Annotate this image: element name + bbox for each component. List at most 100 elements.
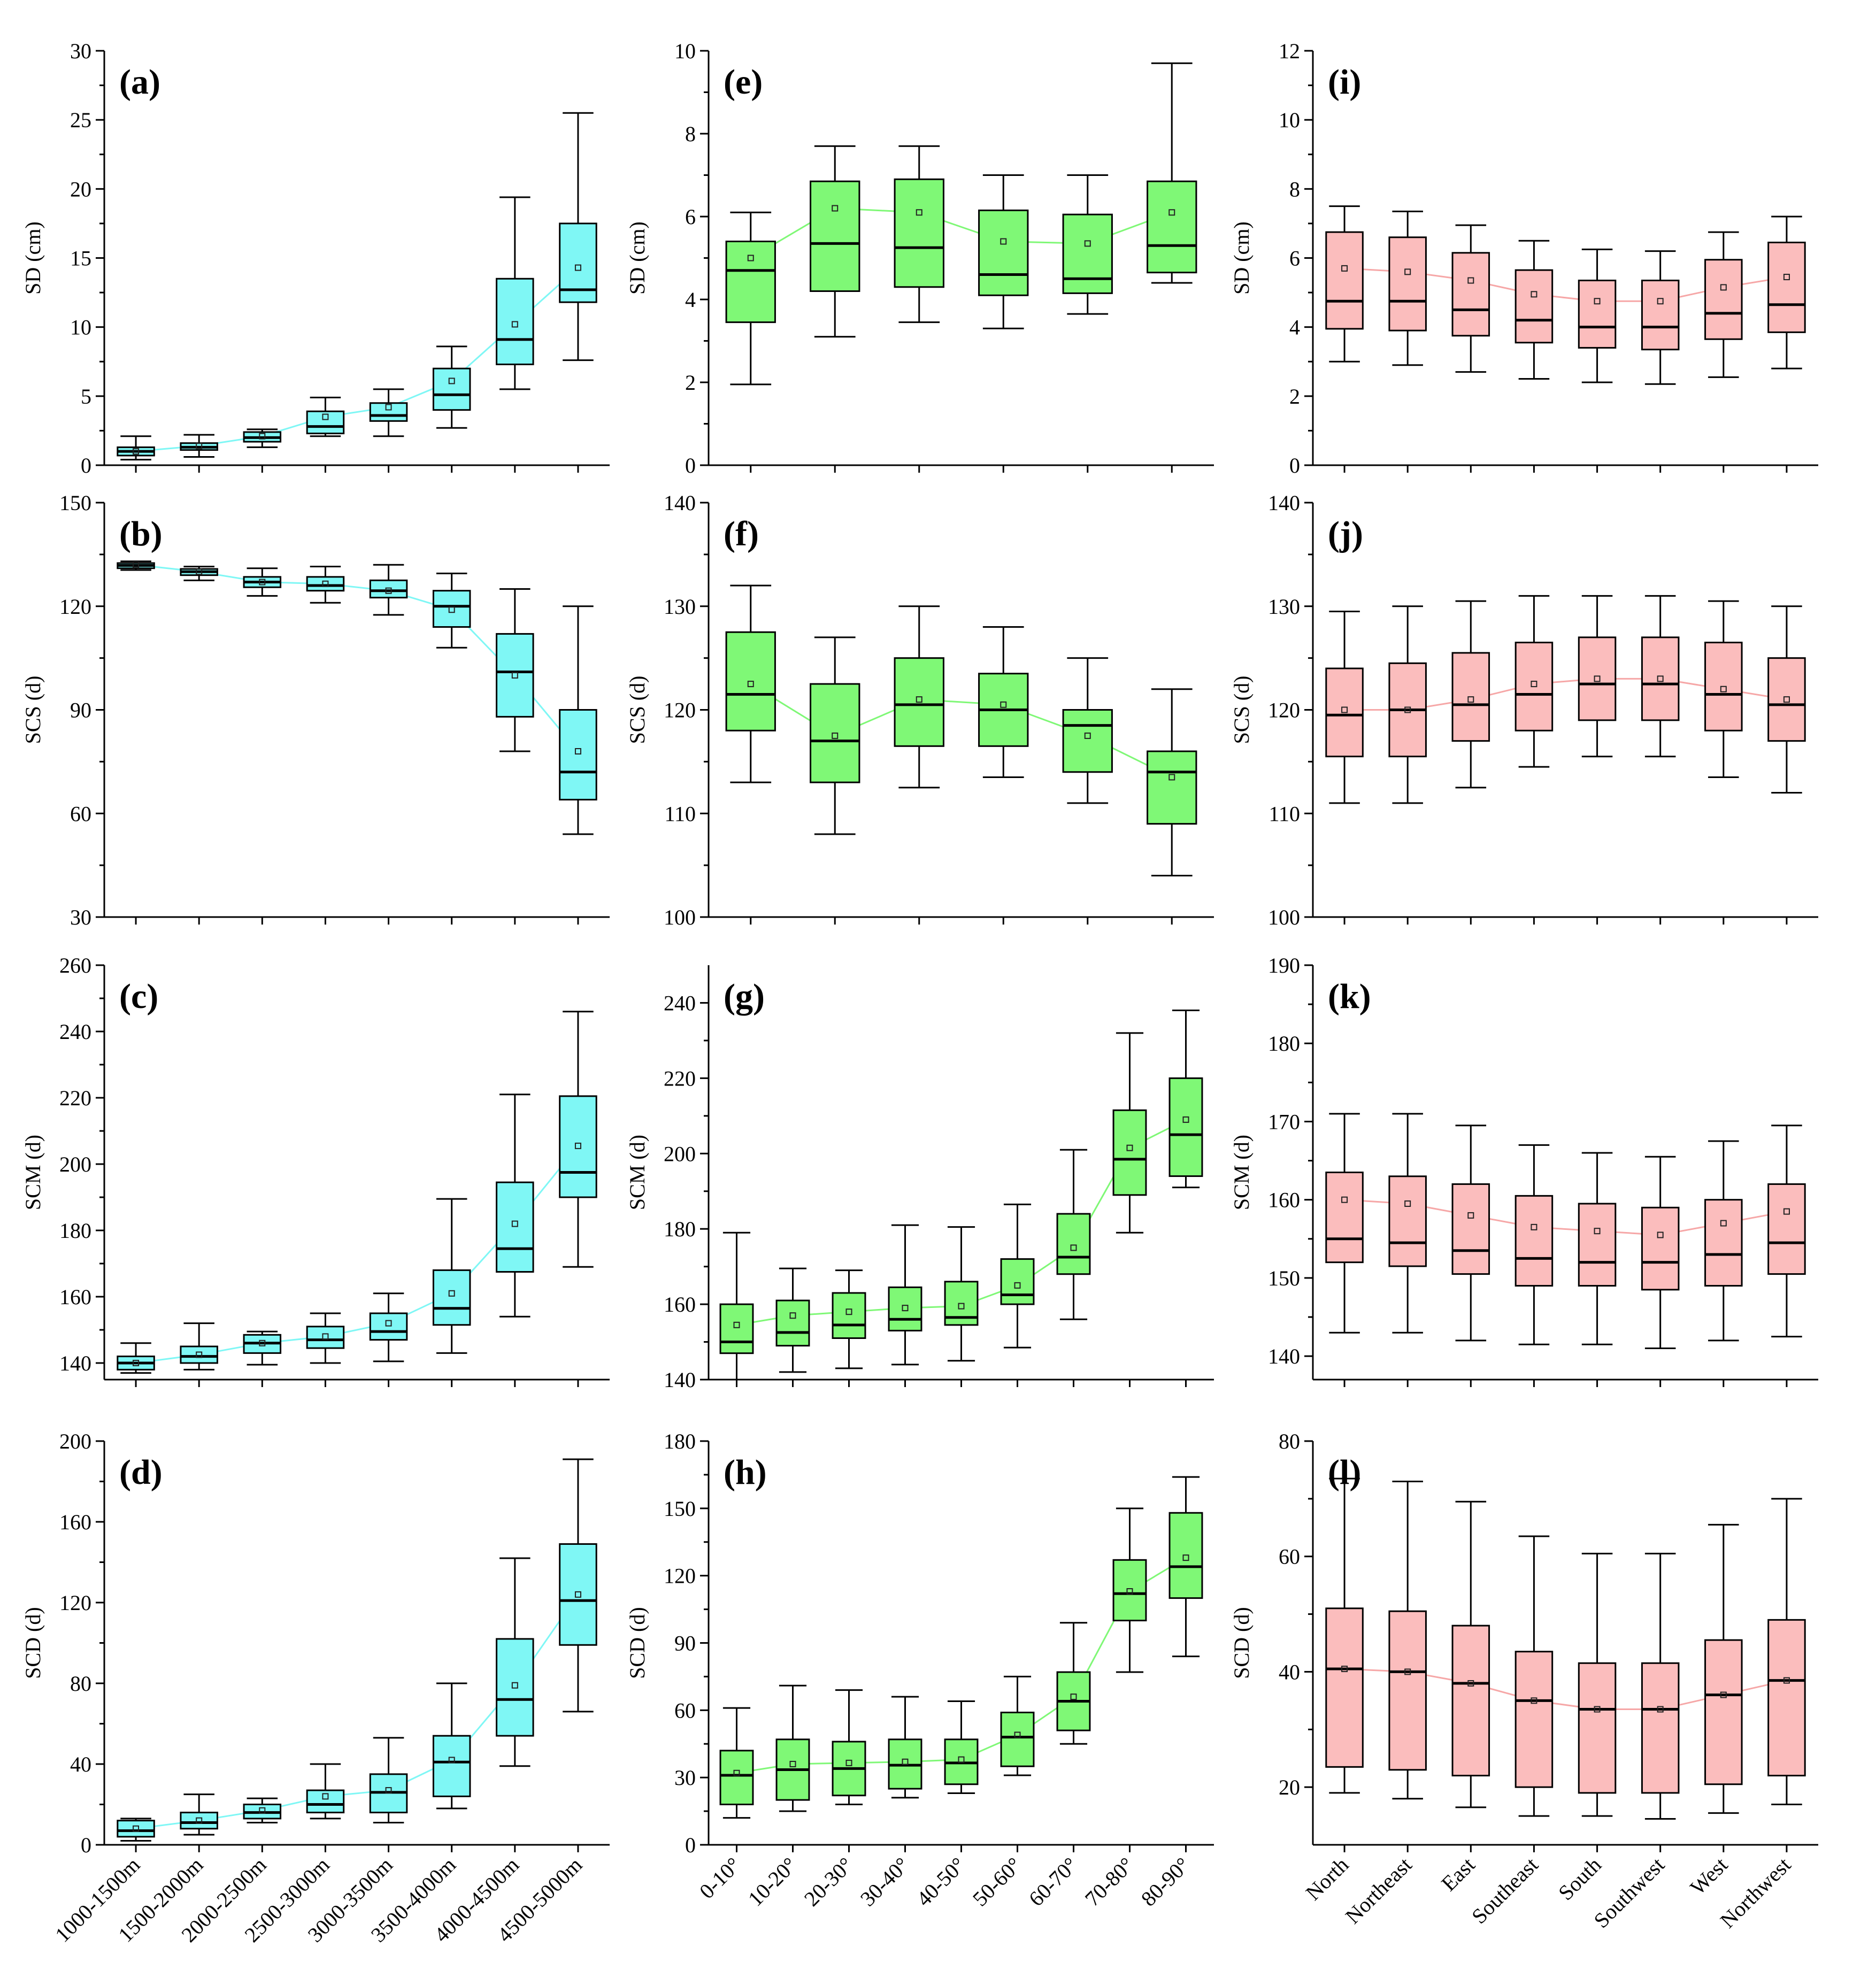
- mean-marker: [196, 568, 203, 575]
- iqr-box: [1578, 636, 1617, 721]
- mean-marker: [733, 1769, 740, 1776]
- iqr-box: [432, 1735, 471, 1797]
- iqr-box: [306, 1326, 345, 1349]
- panel-label: (a): [119, 63, 160, 102]
- mean-marker: [1783, 1208, 1790, 1215]
- box-2: [775, 1684, 810, 1812]
- box-4: [888, 1696, 922, 1799]
- box-2: [1388, 605, 1427, 804]
- panel-label: (f): [724, 514, 759, 553]
- iqr-box: [1388, 1610, 1427, 1771]
- mean-marker: [1467, 1680, 1474, 1687]
- box-2: [775, 1267, 810, 1373]
- y-tick-label: 6: [1289, 247, 1300, 271]
- mean-marker: [196, 442, 203, 449]
- box-8: [1767, 605, 1806, 794]
- mean-marker: [1341, 265, 1348, 272]
- y-tick-label: 8: [685, 122, 696, 146]
- x-tick-label: South: [1554, 1853, 1606, 1905]
- mean-marker: [1168, 209, 1175, 216]
- x-tick-label: 20-30°: [799, 1853, 858, 1911]
- y-tick-label: 6: [685, 205, 696, 229]
- iqr-box: [1062, 709, 1113, 773]
- y-tick-label: 120: [664, 1564, 696, 1588]
- iqr-box: [1451, 1624, 1490, 1777]
- mean-marker: [1070, 1244, 1077, 1251]
- y-tick-label: 140: [664, 491, 696, 515]
- box-6: [1000, 1203, 1035, 1349]
- box-6: [1641, 1156, 1680, 1350]
- iqr-box: [117, 1820, 155, 1838]
- y-tick-label: 120: [1268, 698, 1300, 722]
- y-tick-label: 20: [1279, 1775, 1300, 1799]
- y-tick-label: 150: [59, 491, 91, 515]
- iqr-box: [1767, 241, 1806, 333]
- y-tick-label: 110: [1268, 802, 1300, 826]
- mean-marker: [832, 205, 839, 212]
- y-tick-label: 160: [664, 1292, 696, 1316]
- mean-marker: [958, 1303, 965, 1310]
- box-2: [180, 1322, 218, 1371]
- y-axis-label: SD (cm): [21, 221, 45, 295]
- panel-label: (k): [1328, 977, 1371, 1016]
- mean-marker: [1084, 732, 1091, 739]
- y-axis-label: SCS (d): [1229, 676, 1254, 744]
- box-3: [243, 428, 282, 448]
- mean-marker: [789, 1312, 796, 1319]
- mean-marker: [1126, 1588, 1133, 1595]
- x-tick-label: Southeast: [1467, 1853, 1543, 1929]
- y-tick-label: 160: [59, 1285, 91, 1309]
- box-7: [1704, 1523, 1743, 1814]
- box-7: [1704, 231, 1743, 378]
- mean-marker: [1657, 675, 1664, 682]
- mean-marker: [1720, 284, 1727, 291]
- y-axis-label: SD (cm): [1229, 221, 1254, 295]
- iqr-box: [1325, 231, 1364, 330]
- iqr-box: [1325, 1607, 1364, 1768]
- y-tick-label: 200: [664, 1142, 696, 1166]
- y-tick-label: 40: [1279, 1660, 1300, 1684]
- x-tick-label: Northeast: [1341, 1853, 1417, 1929]
- iqr-box: [894, 178, 944, 288]
- mean-marker: [1070, 1693, 1077, 1700]
- mean-marker: [133, 1825, 140, 1832]
- box-4: [1514, 240, 1554, 380]
- iqr-box: [1704, 1639, 1743, 1785]
- mean-marker: [1657, 1231, 1664, 1238]
- mean-marker: [1000, 701, 1007, 708]
- iqr-box: [719, 1750, 754, 1805]
- mean-marker: [1594, 675, 1601, 682]
- box-6: [1000, 1675, 1035, 1776]
- mean-marker: [385, 404, 392, 411]
- y-tick-label: 120: [59, 1591, 91, 1615]
- panel-b: 30 60 90 120 150 SCS (d) (b): [21, 491, 610, 929]
- y-tick-label: 240: [59, 1020, 91, 1044]
- panel-label: (l): [1328, 1453, 1361, 1492]
- mean-marker: [1404, 268, 1411, 275]
- panel-label: (d): [119, 1453, 163, 1492]
- box-8: [1112, 1507, 1147, 1673]
- iqr-box: [1578, 279, 1617, 349]
- mean-marker: [1783, 274, 1790, 281]
- iqr-box: [725, 241, 776, 324]
- mean-marker: [1594, 298, 1601, 305]
- panel-label: (c): [119, 977, 158, 1016]
- y-tick-label: 60: [674, 1698, 696, 1722]
- mean-marker: [733, 1321, 740, 1328]
- box-8: [559, 605, 597, 835]
- mean-marker: [385, 1787, 392, 1794]
- y-tick-label: 220: [664, 1066, 696, 1090]
- y-tick-label: 60: [1279, 1545, 1300, 1569]
- iqr-box: [369, 1312, 408, 1341]
- mean-marker: [1720, 686, 1727, 692]
- iqr-box: [1000, 1712, 1035, 1767]
- mean-marker: [511, 1682, 518, 1689]
- y-tick-label: 30: [674, 1766, 696, 1790]
- y-tick-label: 90: [674, 1631, 696, 1656]
- box-6: [432, 1682, 471, 1810]
- panel-k: 140 150 160 170 180 190 SCM (d) (k): [1229, 953, 1818, 1387]
- y-axis-label: SCD (d): [625, 1607, 649, 1679]
- y-tick-label: 0: [81, 1833, 91, 1857]
